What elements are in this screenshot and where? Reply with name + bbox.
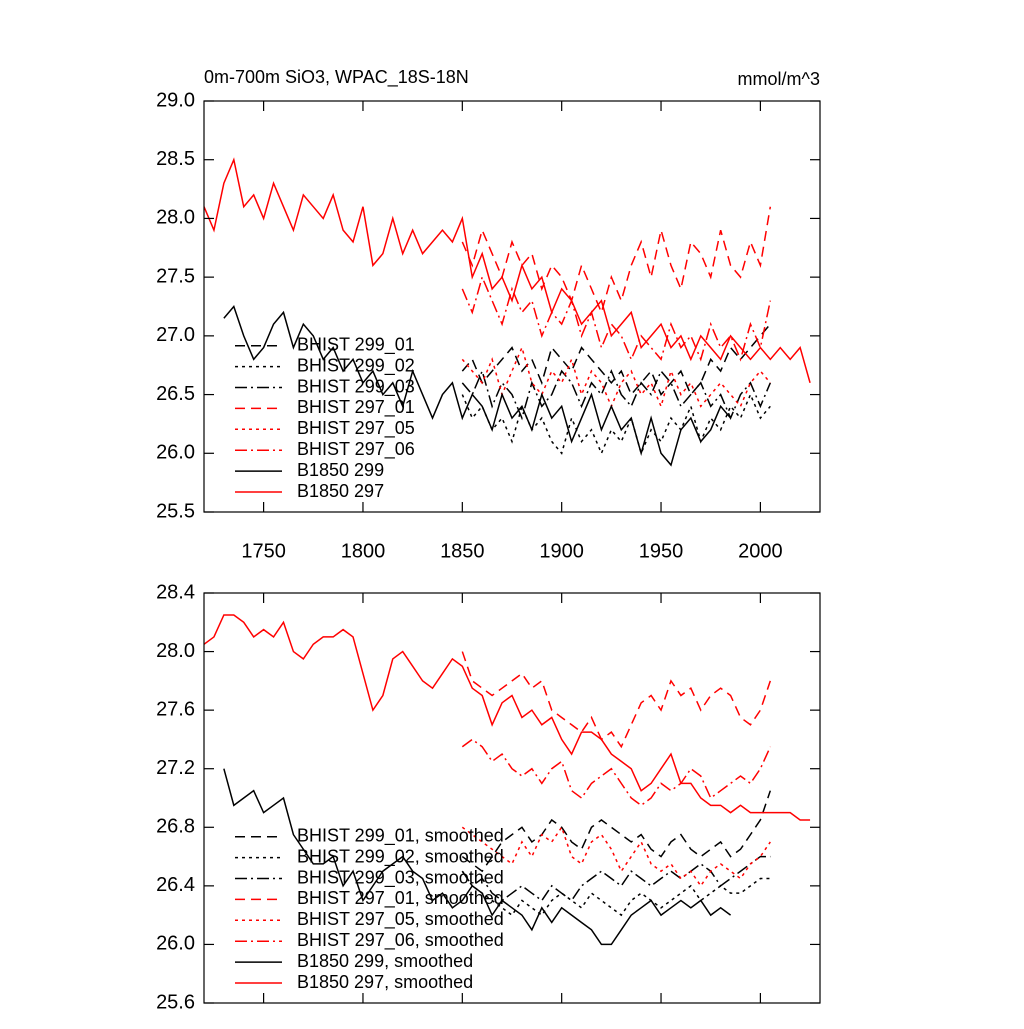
units-label: mmol/m^3 <box>738 69 820 89</box>
legend-label: BHIST 299_03, smoothed <box>297 867 504 888</box>
y-tick-label: 28.4 <box>156 581 195 603</box>
series-line <box>461 855 771 902</box>
x-tick-label: 2000 <box>738 540 783 562</box>
y-tick-label: 28.0 <box>156 640 195 662</box>
series-line <box>223 305 732 467</box>
y-tick-label: 27.6 <box>156 698 195 720</box>
x-tick-label: 1950 <box>639 540 684 562</box>
series-line <box>461 790 772 873</box>
series-line <box>461 651 772 749</box>
y-tick-label: 27.2 <box>156 757 195 779</box>
legend-label: BHIST 297_01, smoothed <box>297 888 504 909</box>
y-tick-label: 25.5 <box>156 500 195 522</box>
y-tick-label: 26.0 <box>156 442 195 464</box>
legend-label: B1850 299 <box>297 460 384 480</box>
x-tick-label: 1850 <box>440 540 485 562</box>
legend-label: B1850 297 <box>297 481 384 501</box>
series-line <box>461 323 771 396</box>
legend-label: BHIST 297_05 <box>297 418 415 439</box>
legend-label: BHIST 297_06, smoothed <box>297 930 504 951</box>
plot-frame <box>203 100 821 513</box>
y-tick-label: 29.0 <box>156 89 195 111</box>
legend-label: BHIST 297_06 <box>297 439 415 460</box>
y-tick-label: 28.5 <box>156 148 195 170</box>
x-tick-label: 1750 <box>241 540 286 562</box>
x-tick-label: 1900 <box>539 540 584 562</box>
legend-label: BHIST 299_03 <box>297 376 415 397</box>
legend-label: B1850 299, smoothed <box>297 951 473 971</box>
legend-label: BHIST 299_02, smoothed <box>297 846 504 867</box>
plot-frame <box>203 592 821 1004</box>
series-line <box>461 392 771 456</box>
plot-area <box>204 614 811 946</box>
legend-label: BHIST 297_05, smoothed <box>297 909 504 930</box>
y-tick-label: 27.0 <box>156 324 195 346</box>
series-line <box>461 206 772 315</box>
legend-label: BHIST 299_01 <box>297 334 415 355</box>
y-tick-label: 28.0 <box>156 207 195 229</box>
series-line <box>223 768 732 946</box>
legend-label: B1850 297, smoothed <box>297 972 473 992</box>
plot-area <box>204 157 811 467</box>
series-line <box>204 614 811 821</box>
series-line <box>461 738 772 807</box>
y-tick-label: 25.6 <box>156 991 195 1013</box>
legend-label: BHIST 299_01, smoothed <box>297 825 504 846</box>
chart-title: 0m-700m SiO3, WPAC_18S-18N <box>204 67 469 88</box>
series-line <box>461 870 771 917</box>
y-tick-label: 26.8 <box>156 816 195 838</box>
series-line <box>204 157 811 384</box>
y-tick-label: 26.5 <box>156 383 195 405</box>
y-tick-label: 26.4 <box>156 874 195 896</box>
y-tick-label: 26.0 <box>156 933 195 955</box>
x-tick-label: 1800 <box>341 540 386 562</box>
y-tick-label: 27.5 <box>156 265 195 287</box>
legend-label: BHIST 299_02 <box>297 355 415 376</box>
series-line <box>461 825 771 888</box>
series-line <box>461 345 771 409</box>
legend-label: BHIST 297_01 <box>297 397 415 418</box>
